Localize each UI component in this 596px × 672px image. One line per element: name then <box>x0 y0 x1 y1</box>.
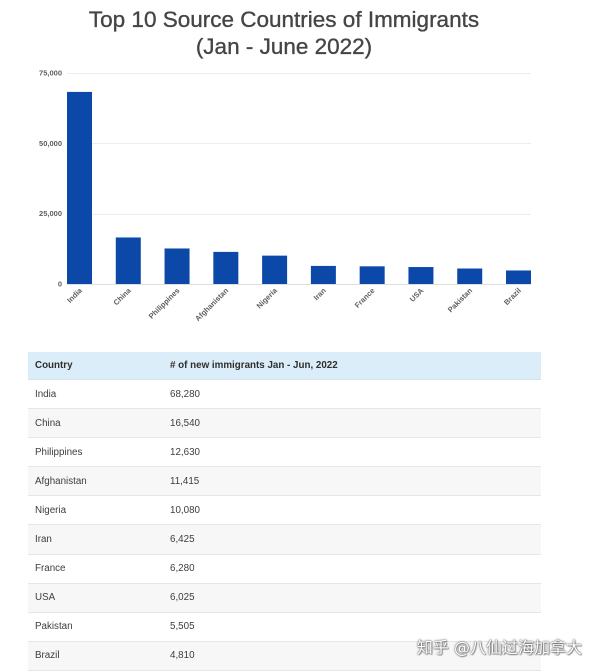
immigrant-count-cell: 6,280 <box>170 563 195 575</box>
country-cell: Pakistan <box>35 621 73 633</box>
bar-chart: 0 25,000 50,000 75,000 India China Philippine… <box>39 69 531 323</box>
y-tick-label: 0 <box>58 280 62 289</box>
x-tick-label-iran: Iran <box>312 286 328 302</box>
x-tick-label-brazil: Brazil <box>502 286 523 307</box>
table-row: Brazil 4,810 <box>28 641 541 671</box>
bar-china <box>115 237 141 284</box>
x-tick-label-nigeria: Nigeria <box>255 285 280 310</box>
y-tick-label: 75,000 <box>39 69 62 78</box>
country-cell: Philippines <box>35 446 83 458</box>
country-cell: Afghanistan <box>35 475 87 487</box>
column-header-new-immigrants: # of new immigrants Jan - Jun, 2022 <box>170 360 338 371</box>
x-tick-label-china: China <box>112 285 134 307</box>
immigrant-count-cell: 5,505 <box>170 621 195 633</box>
x-axis-tick-labels: India China Philippines Afghanistan Nigeria I… <box>65 285 523 323</box>
immigrant-count-cell: 6,025 <box>170 592 195 604</box>
table-row: Iran 6,425 <box>28 525 541 555</box>
bar-philippines <box>164 248 190 284</box>
x-tick-label-france: France <box>353 286 377 310</box>
watermark: 知乎 @八仙过海加拿大 <box>416 638 582 657</box>
country-cell: Nigeria <box>35 504 67 516</box>
table-row: Philippines 12,630 <box>28 438 541 468</box>
country-cell: Brazil <box>35 650 60 662</box>
bar-pakistan <box>457 268 483 284</box>
table-row: USA 6,025 <box>28 583 541 613</box>
country-cell: Iran <box>35 534 52 546</box>
x-tick-label-usa: USA <box>408 286 426 304</box>
table-row: China 16,540 <box>28 409 541 439</box>
table-row: Afghanistan 11,415 <box>28 467 541 497</box>
x-tick-label-india: India <box>65 285 84 304</box>
chart-title: Top 10 Source Countries of Immigrants <box>88 7 480 32</box>
bar-india <box>67 91 92 284</box>
bar-iran <box>310 265 336 284</box>
country-cell: India <box>35 388 57 400</box>
bar-afghanistan <box>213 251 239 284</box>
gridlines <box>67 73 531 285</box>
table-row: Nigeria 10,080 <box>28 496 541 526</box>
x-tick-label-philippines: Philippines <box>147 286 182 321</box>
table-row: France 6,280 <box>28 554 541 584</box>
y-axis-tick-labels: 0 25,000 50,000 75,000 <box>39 69 62 289</box>
x-tick-label-pakistan: Pakistan <box>446 286 474 314</box>
bar-nigeria <box>262 255 288 284</box>
column-header-country: Country <box>35 360 73 371</box>
country-cell: China <box>35 417 61 429</box>
bar-brazil <box>506 270 531 284</box>
immigrant-count-cell: 12,630 <box>170 446 200 458</box>
immigrant-count-cell: 11,415 <box>170 475 200 487</box>
immigrant-count-cell: 68,280 <box>170 388 200 400</box>
immigrant-count-cell: 4,810 <box>170 650 195 662</box>
y-tick-label: 25,000 <box>39 209 62 218</box>
table-row: Pakistan 5,505 <box>28 612 541 642</box>
country-cell: USA <box>35 592 56 604</box>
country-cell: France <box>35 563 66 575</box>
immigrants-table: Country # of new immigrants Jan - Jun, 2… <box>28 352 541 671</box>
bar-usa <box>408 267 434 284</box>
immigrant-count-cell: 6,425 <box>170 534 195 546</box>
y-tick-label: 50,000 <box>39 139 62 148</box>
bar-france <box>359 266 385 284</box>
x-tick-label-afghanistan: Afghanistan <box>193 286 230 323</box>
immigrant-count-cell: 10,080 <box>170 504 200 516</box>
table-row: India 68,280 <box>28 380 541 410</box>
table-header-row: Country # of new immigrants Jan - Jun, 2… <box>28 352 541 380</box>
bars <box>67 91 531 284</box>
immigrant-count-cell: 16,540 <box>170 417 200 429</box>
chart-subtitle: (Jan - June 2022) <box>195 34 373 59</box>
